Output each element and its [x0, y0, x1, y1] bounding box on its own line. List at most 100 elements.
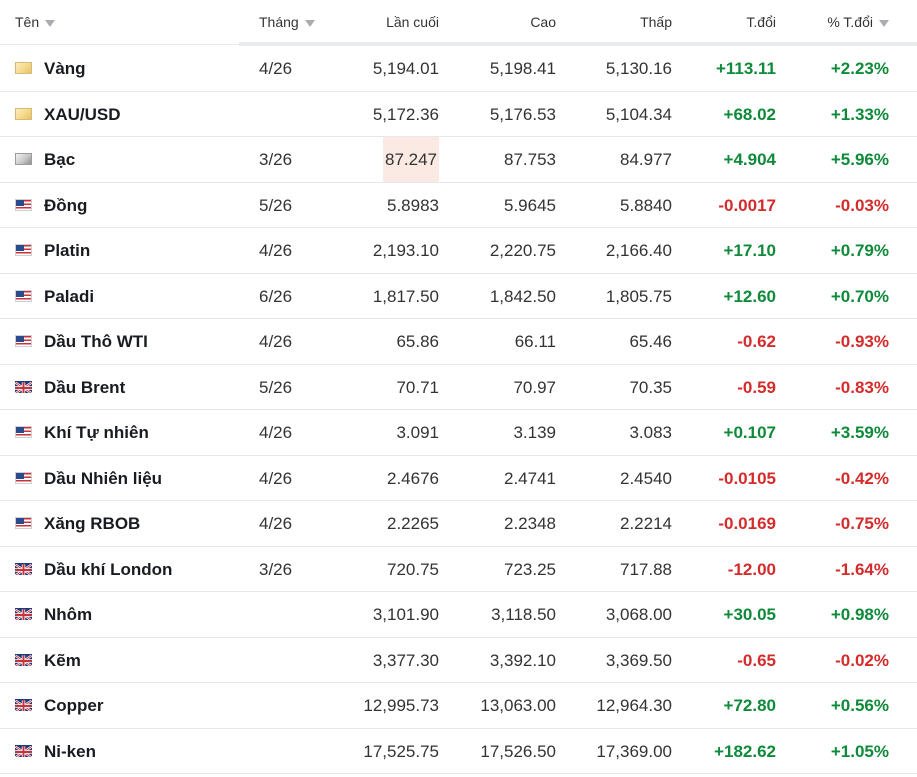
change-percent: -0.83%: [835, 377, 889, 397]
table-row[interactable]: Vàng 4/26 5,194.01 5,198.41 5,130.16 +113.11 +…: [0, 46, 917, 92]
table-row[interactable]: Dầu Brent 5/26 70.71 70.97 70.35 -0.59 -0.83%: [0, 365, 917, 410]
change-percent: +1.33%: [830, 104, 889, 124]
commodity-name-link[interactable]: Dầu Thô WTI: [44, 332, 148, 351]
sort-down-icon[interactable]: [45, 19, 56, 27]
table-row[interactable]: Ni-ken 17,525.75 17,526.50 17,369.00 +182.62…: [0, 729, 917, 774]
high-price: 723.25: [504, 559, 556, 579]
commodity-name-link[interactable]: Dầu khí London: [44, 559, 173, 579]
column-header-last[interactable]: Lần cuối: [386, 0, 439, 44]
contract-month: 4/26: [259, 241, 293, 260]
column-header-change[interactable]: T.đổi: [746, 0, 776, 44]
table-row[interactable]: Khí Tự nhiên 4/26 3.091 3.139 3.083 +0.107 +3.…: [0, 410, 917, 456]
column-header-month[interactable]: Tháng: [259, 0, 315, 44]
us-flag-icon: [15, 426, 32, 438]
column-header-last-label: Lần cuối: [386, 14, 439, 30]
change-value: -0.0169: [718, 514, 776, 533]
column-header-name[interactable]: Tên: [15, 0, 56, 44]
table-row[interactable]: Platin 4/26 2,193.10 2,220.75 2,166.40 +17.10…: [0, 228, 917, 274]
high-price: 1,842.50: [489, 286, 556, 306]
uk-flag-icon: [15, 699, 32, 711]
table-row[interactable]: XAU/USD 5,172.36 5,176.53 5,104.34 +68.02 +1.…: [0, 92, 917, 137]
silver-icon: [15, 153, 32, 165]
change-percent: +5.96%: [830, 150, 889, 169]
table-row[interactable]: Copper 12,995.73 13,063.00 12,964.30 +72.80 +…: [0, 683, 917, 729]
low-price: 717.88: [620, 559, 672, 579]
change-value: +0.107: [723, 423, 776, 442]
last-price: 65.86: [396, 332, 439, 351]
gold-icon: [15, 62, 32, 74]
gold-icon: [15, 107, 32, 120]
table-row[interactable]: Dầu Thô WTI 4/26 65.86 66.11 65.46 -0.62 -0.93…: [0, 319, 917, 365]
commodity-name-link[interactable]: Copper: [44, 696, 104, 715]
flag-canton: [16, 199, 24, 206]
low-price: 2.2214: [620, 514, 672, 533]
commodity-name-link[interactable]: XAU/USD: [44, 104, 121, 124]
last-price: 1,817.50: [372, 286, 439, 306]
high-price: 13,063.00: [480, 696, 556, 715]
last-price: 720.75: [387, 559, 439, 579]
column-header-name-label: Tên: [15, 14, 40, 30]
sort-down-icon[interactable]: [879, 19, 889, 27]
flag-canton: [16, 336, 24, 342]
commodity-name-link[interactable]: Bạc: [44, 150, 76, 169]
flag-canton: [16, 427, 24, 433]
change-percent: -1.64%: [835, 559, 889, 579]
table-row[interactable]: Xăng RBOB 4/26 2.2265 2.2348 2.2214 -0.0169 -0…: [0, 501, 917, 547]
column-header-month-label: Tháng: [259, 14, 299, 30]
us-flag-icon: [15, 471, 32, 484]
table-row[interactable]: Nhôm 3,101.90 3,118.50 3,068.00 +30.05 +0.98%: [0, 592, 917, 638]
last-price: 2.4676: [387, 468, 439, 488]
us-flag-icon: [15, 198, 32, 211]
table-row[interactable]: Paladi 6/26 1,817.50 1,842.50 1,805.75 +12.60…: [0, 274, 917, 319]
table-row[interactable]: Dầu Nhiên liệu 4/26 2.4676 2.4741 2.4540 -0.0…: [0, 456, 917, 501]
commodity-name-link[interactable]: Nhôm: [44, 605, 93, 624]
commodity-name-link[interactable]: Vàng: [44, 59, 86, 78]
high-price: 5,198.41: [489, 59, 556, 78]
low-price: 1,805.75: [605, 286, 672, 306]
us-flag-icon: [15, 335, 32, 347]
low-price: 17,369.00: [596, 741, 672, 761]
table-row[interactable]: Bạc 3/26 87.247 87.753 84.977 +4.904 +5.96%: [0, 137, 917, 183]
change-percent: -0.02%: [835, 650, 889, 670]
commodity-name-link[interactable]: Dầu Nhiên liệu: [44, 468, 163, 488]
column-header-high[interactable]: Cao: [530, 0, 556, 44]
change-value: -0.0105: [718, 468, 776, 488]
commodity-name-link[interactable]: Paladi: [44, 286, 95, 306]
commodity-name-link[interactable]: Đồng: [44, 195, 88, 215]
low-price: 12,964.30: [596, 696, 672, 715]
contract-month: 4/26: [259, 468, 293, 488]
change-percent: +0.70%: [830, 286, 889, 306]
high-price: 70.97: [513, 377, 556, 397]
commodity-name-link[interactable]: Khí Tự nhiên: [44, 423, 149, 442]
change-value: +113.11: [715, 59, 776, 78]
change-percent: +3.59%: [830, 423, 889, 442]
commodity-name-link[interactable]: Kẽm: [44, 650, 81, 670]
high-price: 5.9645: [504, 195, 556, 215]
high-price: 66.11: [514, 332, 556, 351]
column-header-change-pct[interactable]: % T.đổi: [827, 0, 889, 44]
low-price: 3,369.50: [605, 650, 672, 670]
table-row[interactable]: Đồng 5/26 5.8983 5.9645 5.8840 -0.0017 -0.03%: [0, 183, 917, 228]
header-active-underline: [239, 42, 917, 46]
commodity-name-link[interactable]: Xăng RBOB: [44, 514, 141, 533]
sort-down-icon[interactable]: [304, 19, 315, 27]
contract-month: 3/26: [259, 150, 293, 169]
commodity-name-link[interactable]: Ni-ken: [44, 741, 96, 761]
high-price: 3,392.10: [489, 650, 556, 670]
change-value: +72.80: [723, 696, 776, 715]
flag-canton: [16, 245, 24, 251]
table-row[interactable]: Kẽm 3,377.30 3,392.10 3,369.50 -0.65 -0.02%: [0, 638, 917, 683]
change-percent: +0.56%: [830, 696, 889, 715]
table-row[interactable]: Dầu khí London 3/26 720.75 723.25 717.88 -12.…: [0, 547, 917, 592]
high-price: 5,176.53: [489, 104, 556, 124]
commodity-name-link[interactable]: Platin: [44, 241, 91, 260]
column-header-low[interactable]: Thấp: [640, 0, 672, 44]
change-percent: -0.42%: [835, 468, 889, 488]
table-body: Vàng 4/26 5,194.01 5,198.41 5,130.16 +113.11 +…: [0, 46, 917, 774]
flag-canton: [16, 472, 24, 479]
uk-flag-icon: [15, 608, 32, 620]
commodity-name-link[interactable]: Dầu Brent: [44, 377, 126, 397]
change-percent: -0.03%: [835, 195, 889, 215]
contract-month: 4/26: [259, 332, 293, 351]
